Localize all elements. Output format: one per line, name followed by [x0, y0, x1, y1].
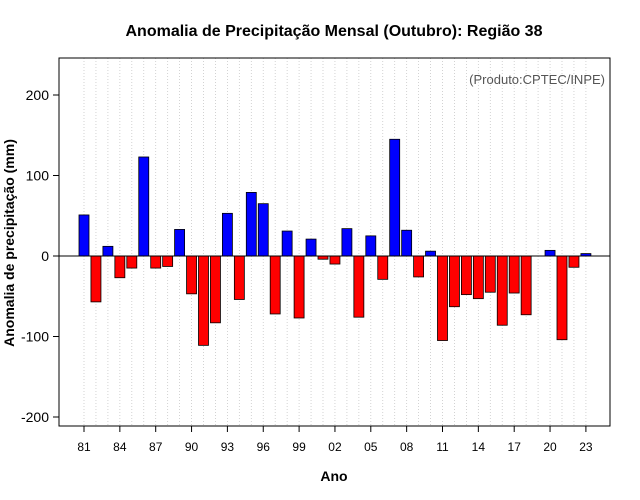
- bar-1991: [198, 255, 209, 346]
- vertical-grid-lines: [83, 58, 587, 426]
- y-tick-label: 0: [41, 248, 49, 264]
- y-axis: 200 100 0 -100 -200: [21, 87, 59, 425]
- bar-1998: [281, 230, 293, 257]
- bar-1981: [78, 214, 90, 257]
- bar-1999: [293, 255, 305, 319]
- bar-2012: [449, 255, 460, 308]
- x-tick-label: 99: [292, 440, 306, 454]
- y-tick-label: -100: [21, 329, 49, 345]
- bar-2021: [556, 255, 568, 341]
- x-tick-label: 96: [257, 440, 271, 454]
- bar-1995: [245, 192, 257, 257]
- bar-2016: [496, 255, 508, 326]
- bar-2005: [365, 235, 377, 257]
- x-tick-label: 11: [436, 440, 449, 454]
- bar-1986: [138, 156, 150, 257]
- x-tick-label: 20: [543, 440, 557, 454]
- x-axis: 81 84 87 90 93 96 99 02 05 08 11 14 17 20 23: [77, 426, 593, 454]
- bar-2018: [520, 255, 532, 316]
- bar-2006: [377, 255, 389, 280]
- bar-1992: [210, 255, 221, 324]
- x-tick-label: 87: [149, 440, 163, 454]
- x-tick-label: 81: [77, 440, 91, 454]
- bar-1983: [102, 245, 114, 257]
- x-axis-label: Ano: [320, 468, 347, 484]
- y-tick-label: 200: [26, 87, 50, 103]
- bar-2000: [305, 238, 317, 257]
- bar-2015: [484, 255, 496, 293]
- bar-2014: [472, 255, 484, 300]
- x-tick-label: 84: [113, 440, 127, 454]
- bar-2010: [425, 250, 436, 257]
- bar-2011: [437, 255, 448, 341]
- bar-1988: [162, 255, 174, 267]
- x-tick-label: 02: [328, 440, 342, 454]
- bar-2020: [544, 249, 556, 257]
- bar-2009: [413, 255, 425, 278]
- bar-2008: [401, 229, 413, 257]
- bar-1990: [186, 255, 197, 295]
- bar-2004: [353, 255, 365, 318]
- x-tick-label: 17: [508, 440, 522, 454]
- y-axis-label: Anomalia de precipitação (mm): [1, 139, 17, 347]
- x-tick-label: 90: [185, 440, 199, 454]
- x-tick-label: 93: [221, 440, 235, 454]
- y-tick-label: -200: [21, 409, 49, 425]
- bar-2017: [508, 255, 520, 294]
- bar-2003: [341, 228, 353, 257]
- bar-1984: [114, 255, 126, 279]
- y-tick-label: 100: [26, 168, 50, 184]
- bar-1982: [90, 255, 102, 303]
- bar-1994: [233, 255, 245, 300]
- bar-1989: [174, 229, 186, 257]
- bar-2007: [389, 138, 401, 257]
- bar-1996: [257, 203, 269, 257]
- x-tick-label: 05: [364, 440, 378, 454]
- bar-1997: [269, 255, 281, 315]
- bar-series: [78, 138, 592, 346]
- bar-2013: [460, 255, 472, 296]
- bar-1993: [221, 212, 233, 257]
- x-tick-label: 08: [400, 440, 414, 454]
- source-note: (Produto:CPTEC/INPE): [469, 72, 605, 87]
- bar-1985: [126, 255, 138, 269]
- chart-title: Anomalia de Precipitação Mensal (Outubro…: [126, 23, 543, 40]
- bar-1987: [150, 255, 162, 269]
- bar-2022: [568, 255, 580, 268]
- x-tick-label: 14: [472, 440, 486, 454]
- bar-2002: [329, 255, 341, 265]
- x-tick-label: 23: [579, 440, 593, 454]
